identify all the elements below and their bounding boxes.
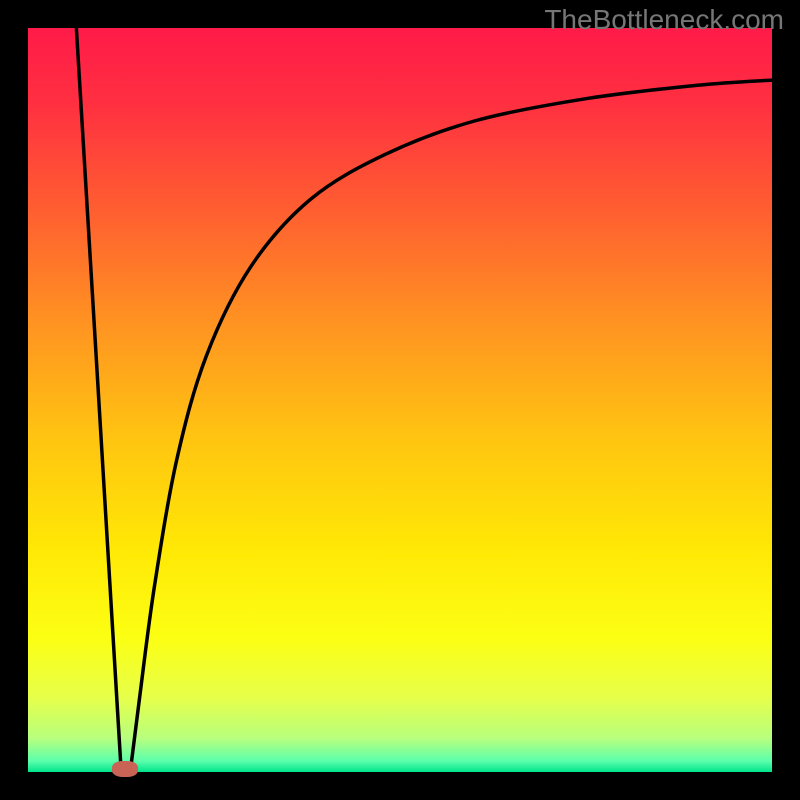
optimal-point-marker [112,761,138,777]
plot-background [28,28,772,772]
chart-stage: TheBottleneck.com [0,0,800,800]
bottleneck-plot [28,28,772,772]
watermark-text: TheBottleneck.com [544,4,784,36]
